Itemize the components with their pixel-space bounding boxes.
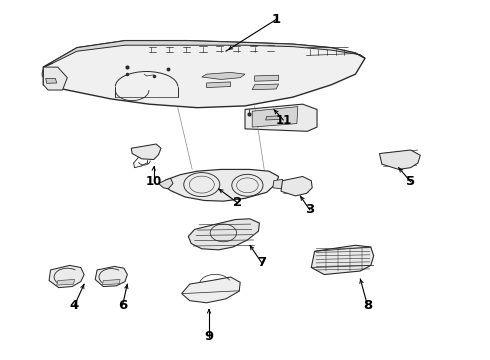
Polygon shape [43, 41, 365, 67]
Polygon shape [281, 176, 312, 196]
Text: 6: 6 [118, 299, 127, 312]
Polygon shape [46, 78, 57, 83]
Polygon shape [57, 279, 74, 285]
Text: 8: 8 [363, 299, 372, 312]
Polygon shape [159, 178, 173, 189]
Polygon shape [163, 170, 279, 201]
Text: 3: 3 [305, 203, 315, 216]
Polygon shape [255, 75, 279, 81]
Polygon shape [266, 116, 281, 120]
Polygon shape [188, 219, 259, 250]
Polygon shape [311, 245, 374, 275]
Text: 9: 9 [204, 330, 214, 343]
Polygon shape [182, 277, 240, 303]
Text: 10: 10 [146, 175, 162, 188]
Polygon shape [49, 265, 84, 288]
Polygon shape [207, 82, 231, 87]
Polygon shape [131, 144, 161, 159]
Text: 2: 2 [233, 197, 243, 210]
Polygon shape [202, 72, 245, 80]
Polygon shape [379, 150, 420, 170]
Polygon shape [43, 41, 365, 108]
Text: 4: 4 [70, 299, 79, 312]
Polygon shape [43, 67, 67, 90]
Polygon shape [252, 84, 279, 90]
Polygon shape [273, 179, 284, 189]
Polygon shape [102, 279, 120, 285]
Text: 7: 7 [257, 256, 267, 269]
Polygon shape [252, 107, 298, 127]
Polygon shape [245, 104, 317, 131]
Polygon shape [95, 266, 127, 287]
Text: 1: 1 [271, 13, 281, 26]
Text: 5: 5 [406, 175, 415, 188]
Text: 11: 11 [275, 113, 292, 126]
